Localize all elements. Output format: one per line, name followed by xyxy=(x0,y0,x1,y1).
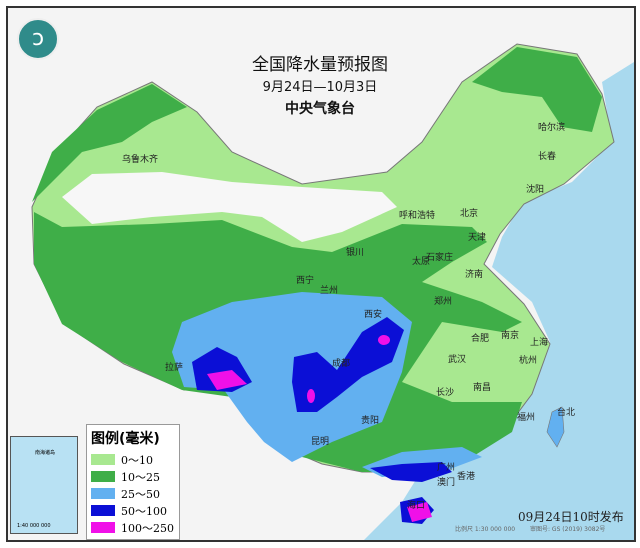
legend: 图例(毫米) 0～10 10～25 25～50 50～100 100～250 xyxy=(86,424,180,540)
zone-100-250-hainan xyxy=(407,502,432,522)
map-scale: 比例尺 1:30 000 000 xyxy=(455,526,516,533)
inset-label: 南海诸岛 xyxy=(35,450,56,456)
city-label: 杭州 xyxy=(519,356,538,366)
city-label: 北京 xyxy=(460,209,479,219)
city-label: 合肥 xyxy=(471,334,490,344)
city-label: 郑州 xyxy=(434,297,453,307)
zone-100-250-sichuan xyxy=(307,389,315,403)
legend-item: 0～10 xyxy=(91,451,175,468)
approval-number: 审图号: GS (2019) 3082号 xyxy=(530,526,606,533)
city-label: 拉萨 xyxy=(165,363,184,373)
legend-swatch xyxy=(91,454,115,465)
issuer: 中央气象台 xyxy=(285,101,355,117)
city-label: 南昌 xyxy=(473,383,492,393)
legend-item: 50～100 xyxy=(91,502,175,519)
legend-swatch xyxy=(91,471,115,482)
legend-title: 图例(毫米) xyxy=(91,431,160,447)
city-label: 贵阳 xyxy=(361,416,380,426)
legend-item: 10～25 xyxy=(91,468,175,485)
zone-100-250-shaanxi xyxy=(378,335,390,345)
city-label: 太原 xyxy=(412,257,431,267)
city-label: 哈尔滨 xyxy=(538,123,566,133)
legend-label: 25～50 xyxy=(121,487,160,501)
date-range: 9月24日—10月3日 xyxy=(262,80,378,95)
zone-none-desert xyxy=(62,172,397,242)
taiwan xyxy=(546,406,565,448)
legend-label: 10～25 xyxy=(121,470,160,484)
city-label: 银川 xyxy=(346,248,365,258)
zone-10-25-northeast xyxy=(472,47,602,132)
legend-label: 100～250 xyxy=(121,521,174,535)
city-label: 乌鲁木齐 xyxy=(122,155,159,165)
zone-100-250-tibet xyxy=(207,370,247,390)
city-label: 石家庄 xyxy=(426,253,454,263)
city-label: 澳门 xyxy=(437,478,456,488)
city-label: 长春 xyxy=(538,152,557,162)
city-label: 台北 xyxy=(557,408,576,418)
city-label: 武汉 xyxy=(448,355,467,365)
map-title: 全国降水量预报图 xyxy=(252,55,388,75)
inset-scale: 1:40 000 000 xyxy=(17,523,51,529)
city-label: 福州 xyxy=(517,413,536,423)
legend-item: 25～50 xyxy=(91,485,175,502)
city-label: 香港 xyxy=(457,472,476,482)
zone-25-50 xyxy=(172,292,412,462)
legend-label: 50～100 xyxy=(121,504,167,518)
city-label: 西宁 xyxy=(296,276,315,286)
city-label: 海口 xyxy=(407,501,426,511)
city-label: 广州 xyxy=(437,463,456,473)
legend-swatch xyxy=(91,505,115,516)
city-label: 沈阳 xyxy=(526,185,545,195)
zone-50-100-south xyxy=(370,462,452,482)
city-label: 西安 xyxy=(364,310,383,320)
city-label: 成都 xyxy=(332,359,351,369)
city-label: 南京 xyxy=(501,331,520,341)
publish-time: 09月24日10时发布 xyxy=(518,510,624,524)
cma-logo-icon: ↄ xyxy=(17,18,59,60)
zone-10-25-west xyxy=(32,84,187,202)
city-label: 呼和浩特 xyxy=(399,211,436,221)
legend-swatch xyxy=(91,522,115,533)
city-label: 天津 xyxy=(468,233,487,243)
legend-swatch xyxy=(91,488,115,499)
city-label: 济南 xyxy=(465,270,484,280)
zone-50-100-sichuan xyxy=(292,317,404,412)
city-label: 昆明 xyxy=(311,437,330,447)
city-label: 上海 xyxy=(530,338,549,348)
city-label: 兰州 xyxy=(320,286,339,296)
south-china-sea-inset: 南海诸岛 1:40 000 000 xyxy=(10,436,78,534)
legend-label: 0～10 xyxy=(121,453,153,467)
legend-item: 100～250 xyxy=(91,519,175,536)
city-label: 长沙 xyxy=(436,388,455,398)
